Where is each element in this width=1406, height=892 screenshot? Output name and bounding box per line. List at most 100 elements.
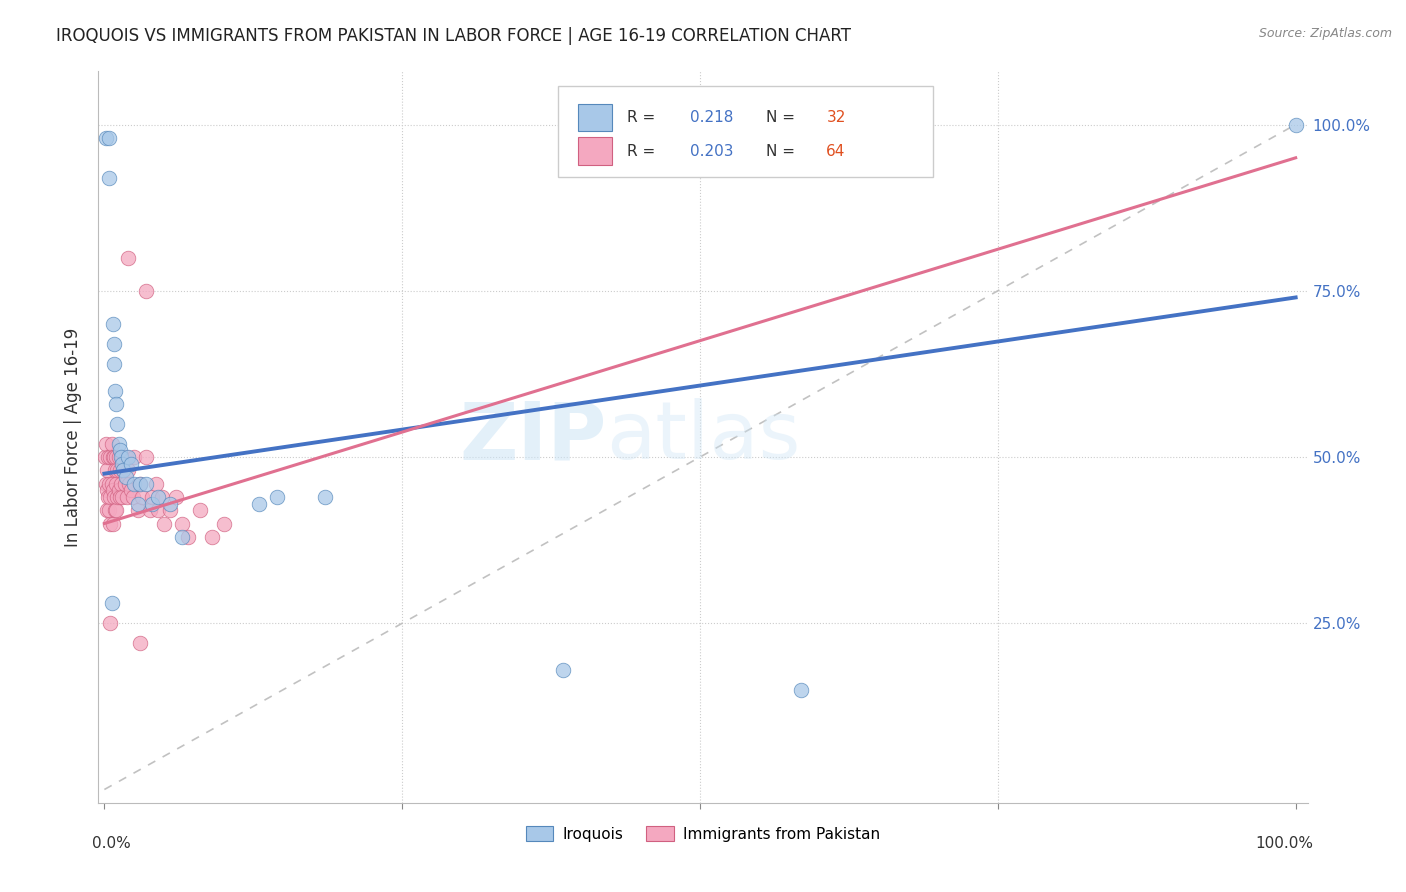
Point: [146, 503, 169, 517]
Point: [314, 490, 336, 504]
Point: [127, 503, 149, 517]
Point: [111, 450, 134, 464]
Point: [108, 490, 131, 504]
Point: [96, 503, 118, 517]
Point: [135, 476, 157, 491]
Point: [107, 417, 129, 431]
Point: [107, 436, 129, 450]
Point: [103, 450, 125, 464]
Point: [114, 450, 136, 464]
Point: [104, 503, 127, 517]
Text: atlas: atlas: [606, 398, 800, 476]
Legend: Iroquois, Immigrants from Pakistan: Iroquois, Immigrants from Pakistan: [520, 820, 886, 847]
Text: 100.0%: 100.0%: [1256, 836, 1313, 851]
Point: [105, 503, 128, 517]
Point: [100, 476, 122, 491]
Text: R =: R =: [627, 110, 659, 125]
FancyBboxPatch shape: [558, 86, 932, 178]
Point: [135, 450, 157, 464]
Point: [141, 497, 163, 511]
Y-axis label: In Labor Force | Age 16-19: In Labor Force | Age 16-19: [65, 327, 83, 547]
Point: [129, 636, 152, 650]
Point: [103, 490, 125, 504]
Text: 0.0%: 0.0%: [93, 836, 131, 851]
Point: [153, 516, 176, 531]
Point: [122, 476, 145, 491]
Point: [98, 131, 121, 145]
Point: [101, 516, 124, 531]
Text: IROQUOIS VS IMMIGRANTS FROM PAKISTAN IN LABOR FORCE | AGE 16-19 CORRELATION CHAR: IROQUOIS VS IMMIGRANTS FROM PAKISTAN IN …: [56, 27, 851, 45]
Point: [118, 476, 141, 491]
Bar: [578, 103, 613, 131]
Point: [96, 463, 118, 477]
Point: [129, 476, 152, 491]
Point: [551, 663, 574, 677]
Point: [138, 503, 160, 517]
Text: N =: N =: [766, 144, 800, 159]
Point: [150, 490, 173, 504]
Point: [94, 476, 117, 491]
Text: ZIP: ZIP: [458, 398, 606, 476]
Point: [200, 530, 222, 544]
Point: [98, 503, 121, 517]
Point: [107, 450, 129, 464]
Point: [141, 490, 163, 504]
Point: [111, 457, 134, 471]
Point: [212, 516, 235, 531]
Text: 0.218: 0.218: [690, 110, 733, 125]
Point: [111, 490, 134, 504]
Point: [96, 483, 118, 498]
Point: [107, 490, 129, 504]
Point: [97, 490, 120, 504]
Point: [120, 457, 142, 471]
Point: [103, 337, 125, 351]
Text: 32: 32: [827, 110, 846, 125]
Text: 64: 64: [827, 144, 846, 159]
Point: [266, 490, 288, 504]
Text: R =: R =: [627, 144, 659, 159]
Point: [98, 476, 121, 491]
Point: [97, 450, 120, 464]
Point: [159, 497, 181, 511]
Point: [100, 596, 122, 610]
Point: [110, 476, 132, 491]
Text: Source: ZipAtlas.com: Source: ZipAtlas.com: [1258, 27, 1392, 40]
Point: [170, 516, 193, 531]
Point: [122, 450, 145, 464]
Point: [114, 476, 136, 491]
Point: [117, 251, 139, 265]
Point: [94, 436, 117, 450]
Point: [127, 497, 149, 511]
Point: [129, 476, 152, 491]
Point: [105, 450, 128, 464]
Point: [98, 490, 121, 504]
Point: [107, 463, 129, 477]
Point: [104, 463, 127, 477]
Point: [107, 483, 129, 498]
Point: [108, 463, 131, 477]
Point: [115, 490, 138, 504]
Point: [98, 450, 121, 464]
Point: [177, 530, 200, 544]
Point: [114, 470, 136, 484]
Point: [108, 443, 131, 458]
Point: [159, 503, 181, 517]
Point: [122, 490, 145, 504]
Point: [165, 490, 187, 504]
Point: [101, 317, 124, 331]
Point: [105, 476, 128, 491]
Point: [112, 463, 135, 477]
Point: [105, 397, 128, 411]
Point: [188, 503, 211, 517]
Point: [117, 450, 139, 464]
Point: [103, 357, 125, 371]
Point: [94, 450, 117, 464]
Point: [98, 616, 121, 631]
Point: [98, 516, 121, 531]
Text: 0.203: 0.203: [690, 144, 733, 159]
Point: [101, 450, 124, 464]
Point: [104, 384, 127, 398]
Point: [135, 284, 157, 298]
Bar: [578, 137, 613, 165]
Point: [247, 497, 270, 511]
